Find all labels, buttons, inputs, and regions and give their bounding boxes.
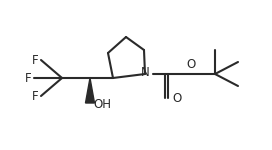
Text: OH: OH bbox=[93, 99, 111, 111]
Text: F: F bbox=[32, 90, 38, 102]
Polygon shape bbox=[85, 78, 94, 103]
Text: F: F bbox=[25, 72, 31, 84]
Text: O: O bbox=[172, 93, 182, 105]
Text: N: N bbox=[141, 66, 149, 78]
Text: F: F bbox=[32, 54, 38, 66]
Text: O: O bbox=[186, 58, 196, 72]
